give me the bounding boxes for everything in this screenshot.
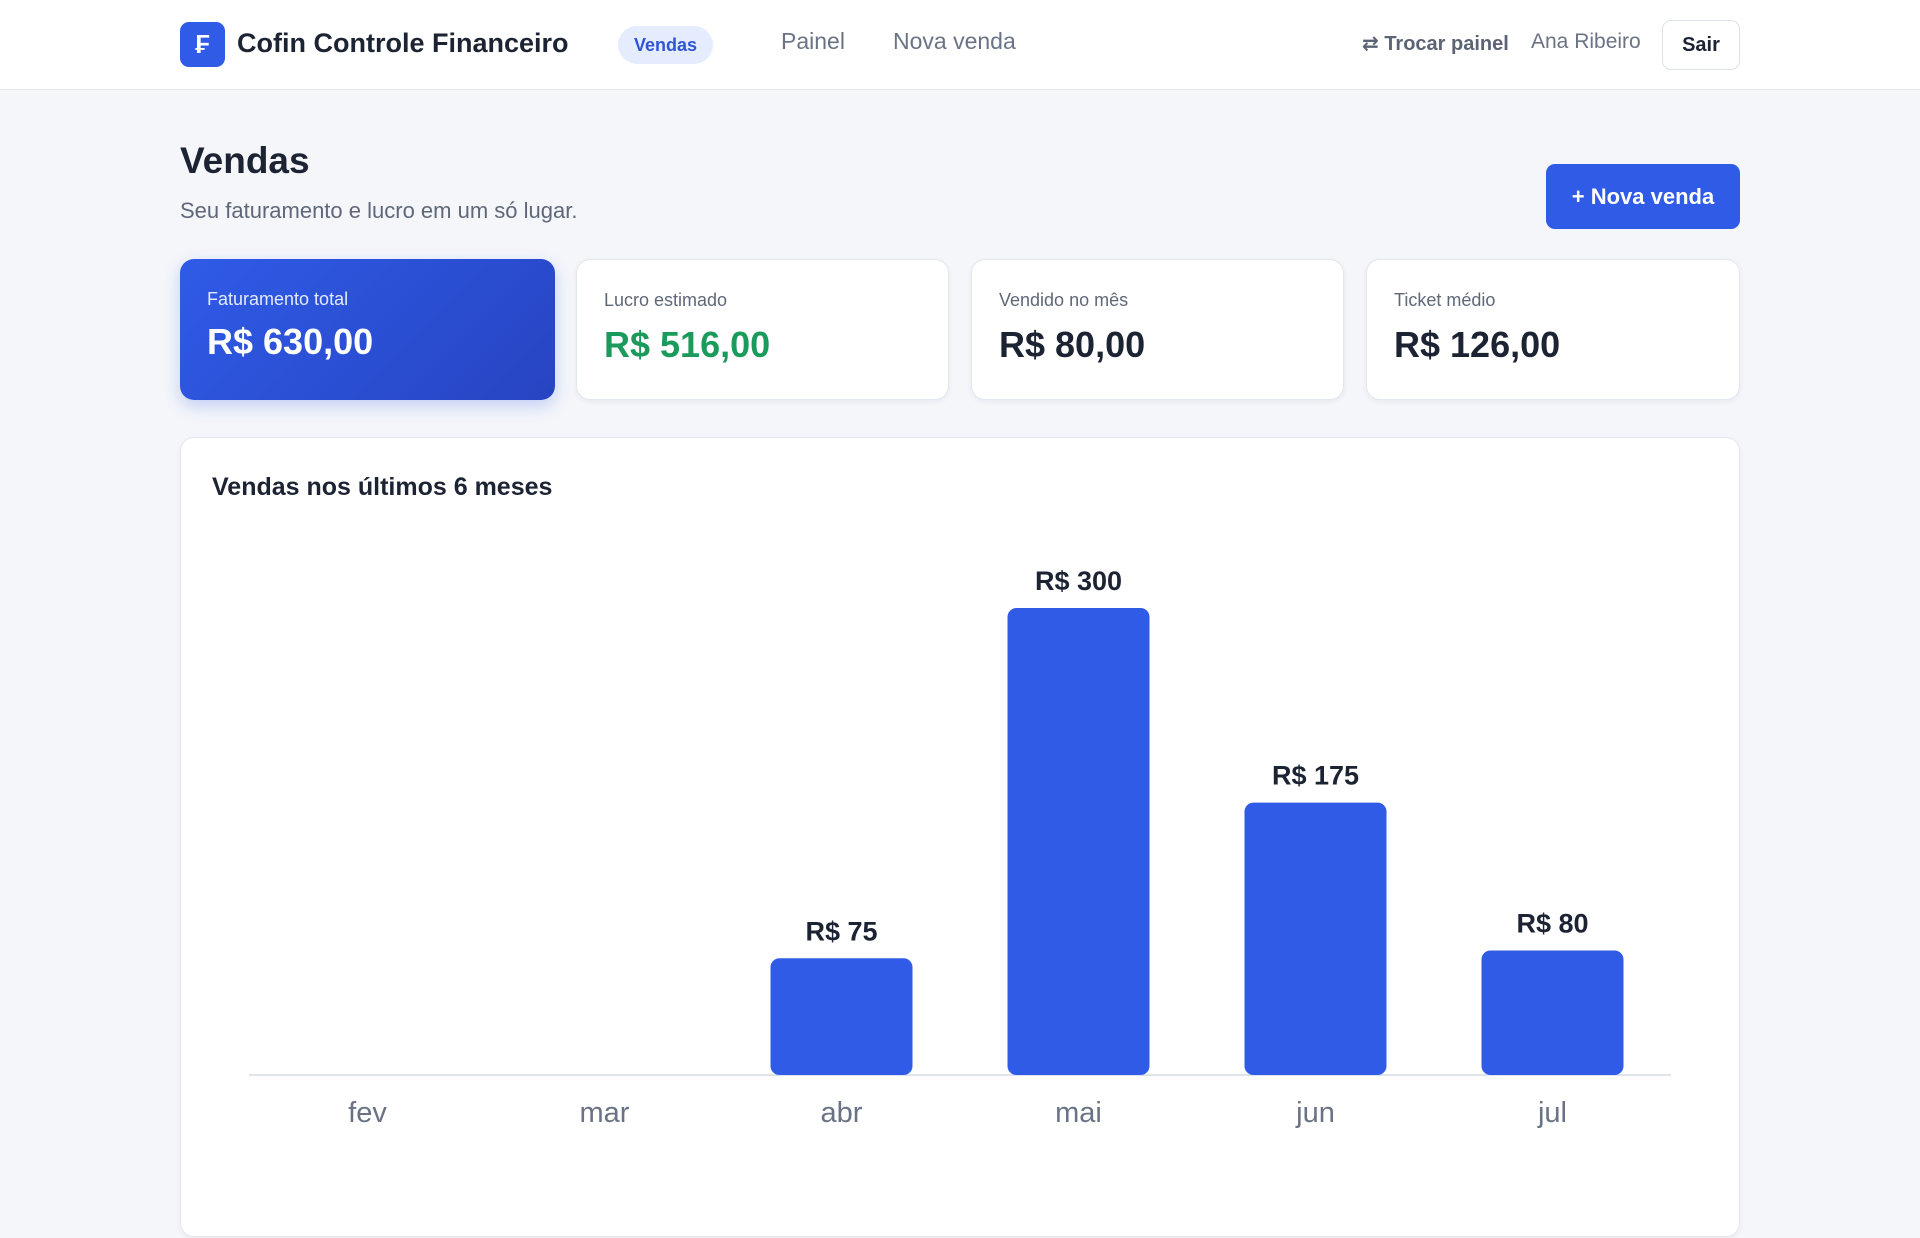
sales-chart-card: fev mar R$ 75 abr R$ 300 mai R$ 175 jun R$ 80 jul… bbox=[180, 437, 1740, 1237]
brand-logo-icon[interactable]: ₣ bbox=[180, 22, 225, 67]
kpi-value: R$ 516,00 bbox=[604, 324, 771, 365]
kpi-label: Faturamento total bbox=[207, 289, 349, 309]
chart-tick-label-mar: mar bbox=[580, 1097, 630, 1129]
kpi-card-faturamento: Faturamento total R$ 630,00 bbox=[180, 259, 555, 400]
swap-panel-link[interactable]: ⇄ Trocar painel bbox=[1362, 33, 1509, 55]
kpi-card-vendido-mes: Vendido no mês R$ 80,00 bbox=[971, 259, 1344, 400]
chart-tick-label-mai: mai bbox=[1055, 1097, 1102, 1129]
kpi-card-ticket-medio: Ticket médio R$ 126,00 bbox=[1366, 259, 1740, 400]
chart-value-label-abr: R$ 75 bbox=[805, 916, 877, 946]
chart-title: Vendas nos últimos 6 meses bbox=[212, 473, 553, 501]
current-section-badge: Vendas bbox=[618, 26, 714, 64]
chart-value-label-jun: R$ 175 bbox=[1272, 761, 1359, 791]
kpi-label: Vendido no mês bbox=[999, 290, 1129, 310]
page-subtitle: Seu faturamento e lucro em um só lugar. bbox=[180, 198, 578, 223]
top-bar: ₣ Cofin Controle Financeiro Vendas Paine… bbox=[0, 0, 1920, 90]
chart-value-label-jul: R$ 80 bbox=[1516, 908, 1588, 938]
chart-bar-abr[interactable] bbox=[770, 958, 913, 1075]
chart-bar-jul[interactable] bbox=[1481, 950, 1624, 1075]
chart-bar-jun[interactable] bbox=[1244, 802, 1387, 1075]
app-name[interactable]: Cofin Controle Financeiro bbox=[237, 28, 569, 58]
user-name: Ana Ribeiro bbox=[1531, 30, 1641, 53]
nav-link-painel[interactable]: Painel bbox=[781, 28, 845, 54]
sales-bar-chart: fev mar R$ 75 abr R$ 300 mai R$ 175 jun R$ 80 jul bbox=[249, 566, 1671, 1129]
kpi-card-lucro: Lucro estimado R$ 516,00 bbox=[576, 259, 949, 400]
chart-tick-label-abr: abr bbox=[821, 1097, 863, 1129]
kpi-value: R$ 630,00 bbox=[207, 321, 374, 362]
kpi-label: Ticket médio bbox=[1394, 290, 1496, 310]
logout-button[interactable]: Sair bbox=[1662, 20, 1740, 70]
page-title: Vendas bbox=[180, 140, 310, 181]
chart-bar-mai[interactable] bbox=[1007, 608, 1150, 1075]
chart-tick-label-jun: jun bbox=[1295, 1097, 1335, 1129]
nav-link-nova-venda[interactable]: Nova venda bbox=[893, 28, 1016, 54]
kpi-value: R$ 126,00 bbox=[1394, 324, 1561, 365]
kpi-label: Lucro estimado bbox=[604, 290, 728, 310]
chart-value-label-mai: R$ 300 bbox=[1035, 566, 1122, 596]
kpi-value: R$ 80,00 bbox=[999, 324, 1146, 365]
chart-tick-label-jul: jul bbox=[1537, 1097, 1567, 1129]
new-sale-button[interactable]: + Nova venda bbox=[1546, 164, 1740, 229]
chart-tick-label-fev: fev bbox=[348, 1097, 387, 1129]
